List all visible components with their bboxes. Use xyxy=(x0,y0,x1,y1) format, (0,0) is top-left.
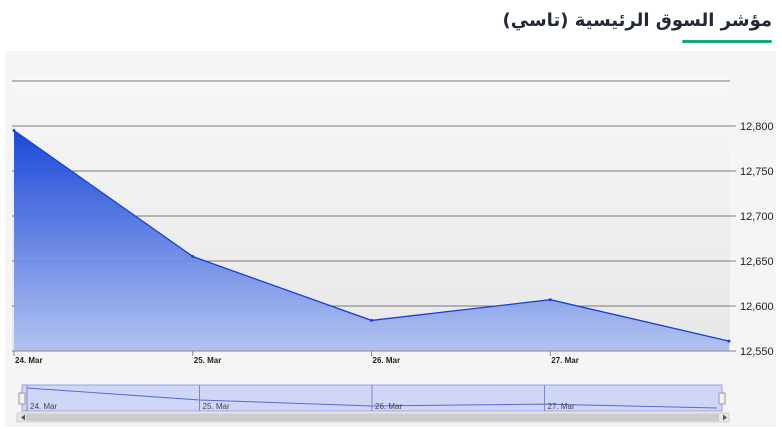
x-tick-label: 25. Mar xyxy=(194,356,222,365)
data-point[interactable] xyxy=(191,255,195,258)
y-tick-label: 12,800 xyxy=(740,121,774,133)
data-point[interactable] xyxy=(548,298,552,302)
y-tick-label: 12,650 xyxy=(740,256,774,268)
navigator-tick-label: 25. Mar xyxy=(203,402,230,411)
chart-container: 24. Mar 25. Mar 26. Mar 27. Mar 12,550 12,600… xyxy=(5,51,776,427)
navigator-tick-label: 24. Mar xyxy=(30,402,57,411)
data-point[interactable] xyxy=(12,129,16,132)
navigator-tick-label: 27. Mar xyxy=(548,402,575,411)
y-tick-label: 12,700 xyxy=(740,211,774,223)
scroll-right-icon[interactable] xyxy=(723,414,727,421)
y-tick-label: 12,600 xyxy=(740,301,774,313)
area-fill xyxy=(14,130,729,351)
area-chart[interactable]: 24. Mar 25. Mar 26. Mar 27. Mar 12,550 12,600… xyxy=(5,51,776,427)
x-tick-label: 27. Mar xyxy=(551,356,579,365)
x-tick-label: 26. Mar xyxy=(373,356,401,365)
x-tick-label: 24. Mar xyxy=(15,356,43,365)
y-tick-label: 12,550 xyxy=(740,346,774,358)
navigator-handle[interactable] xyxy=(18,392,26,405)
data-point[interactable] xyxy=(727,339,731,343)
navigator-tick-label: 26. Mar xyxy=(375,402,402,411)
header: مؤشر السوق الرئيسية (تاسي) xyxy=(0,0,782,48)
page-title: مؤشر السوق الرئيسية (تاسي) xyxy=(502,10,772,31)
scrollbar-thumb[interactable] xyxy=(26,414,719,421)
scroll-left-icon[interactable] xyxy=(21,414,25,421)
title-underline xyxy=(682,40,772,43)
data-point[interactable] xyxy=(370,318,373,322)
y-tick-label: 12,750 xyxy=(740,166,774,178)
navigator-handle[interactable] xyxy=(718,392,726,405)
